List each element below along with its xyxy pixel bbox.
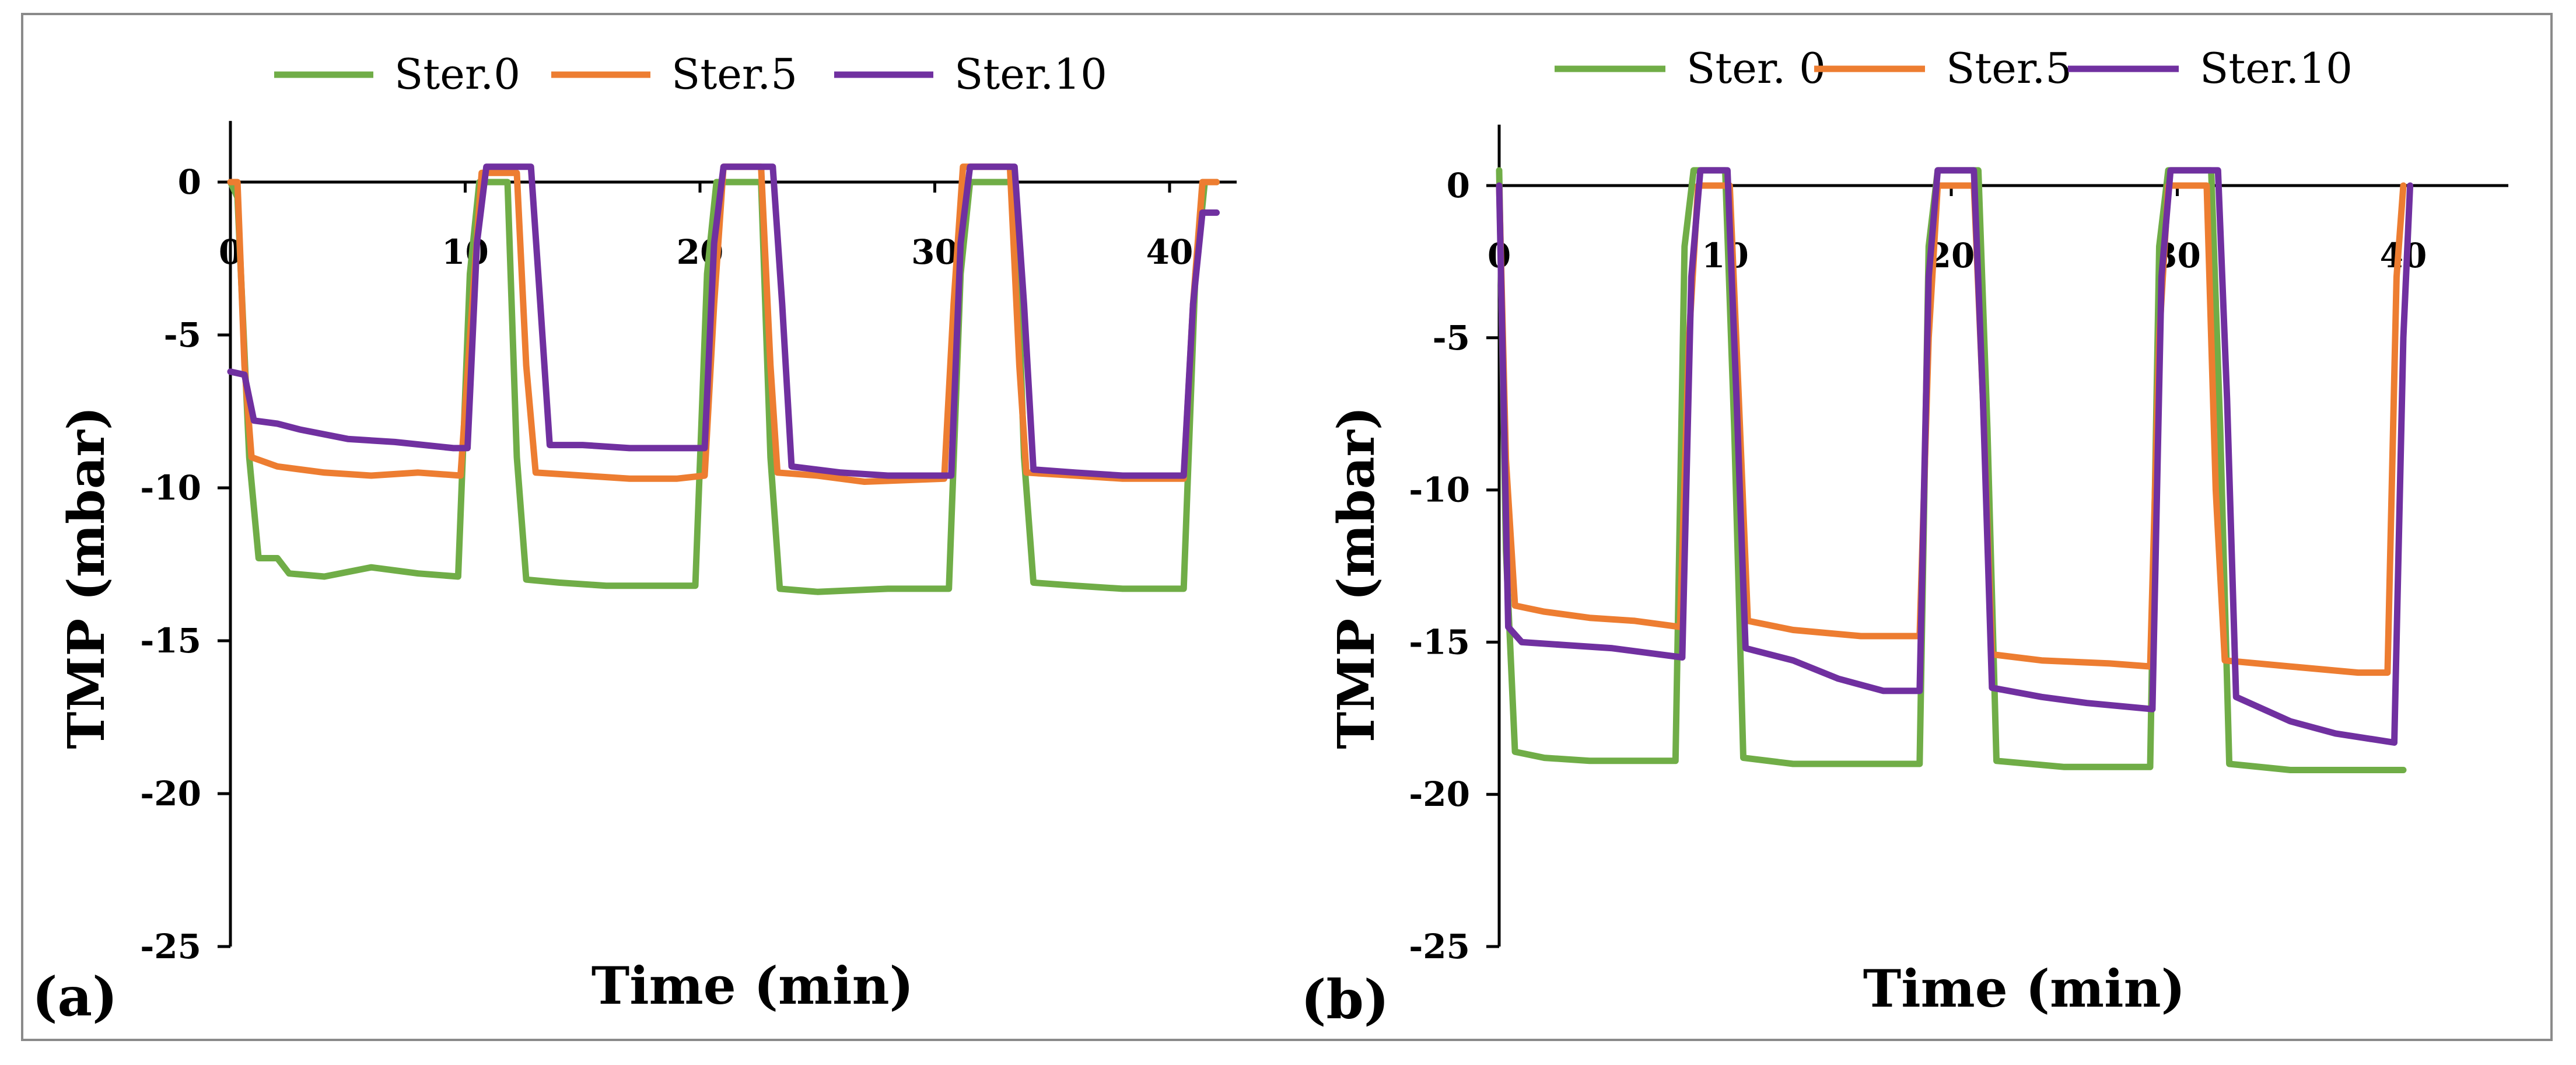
legend-label-3: Ster.10 bbox=[2200, 44, 2353, 93]
x-axis-title: Time (min) bbox=[592, 955, 914, 1016]
legend-label-2: Ster.5 bbox=[1946, 44, 2072, 93]
series-line-1 bbox=[227, 179, 1220, 595]
y-tick-label: -15 bbox=[140, 621, 201, 661]
x-tick-label: 30 bbox=[911, 232, 958, 272]
panel-label: (a) bbox=[32, 965, 118, 1028]
legend-label-1: Ster. 0 bbox=[1686, 44, 1826, 93]
figure-frame bbox=[21, 13, 2553, 1041]
y-tick-label: -15 bbox=[1409, 622, 1470, 662]
y-tick-label: -25 bbox=[140, 927, 201, 966]
y-axis-title: TMP (mbar) bbox=[1327, 406, 1386, 749]
series-line-3 bbox=[1496, 167, 2414, 746]
y-tick-label: -10 bbox=[140, 468, 201, 508]
y-tick-label: -20 bbox=[1409, 774, 1470, 814]
y-tick-label: 0 bbox=[1447, 166, 1470, 205]
y-tick-label: -20 bbox=[140, 774, 201, 813]
panel-label: (b) bbox=[1301, 968, 1389, 1031]
x-axis-title: Time (min) bbox=[1863, 958, 2185, 1019]
y-tick-label: 0 bbox=[178, 162, 201, 202]
x-tick-label: 10 bbox=[442, 232, 489, 272]
y-tick-label: -10 bbox=[1409, 470, 1470, 510]
y-tick-label: -5 bbox=[1433, 318, 1470, 358]
legend-label-2: Ster.5 bbox=[671, 50, 797, 99]
series-line-3 bbox=[227, 163, 1220, 479]
legend-label-3: Ster.10 bbox=[954, 50, 1107, 99]
legend-label-1: Ster.0 bbox=[394, 50, 520, 99]
y-tick-label: -5 bbox=[164, 315, 201, 355]
y-axis-title: TMP (mbar) bbox=[57, 406, 116, 749]
x-tick-label: 40 bbox=[1146, 232, 1194, 272]
y-tick-label: -25 bbox=[1409, 927, 1470, 966]
